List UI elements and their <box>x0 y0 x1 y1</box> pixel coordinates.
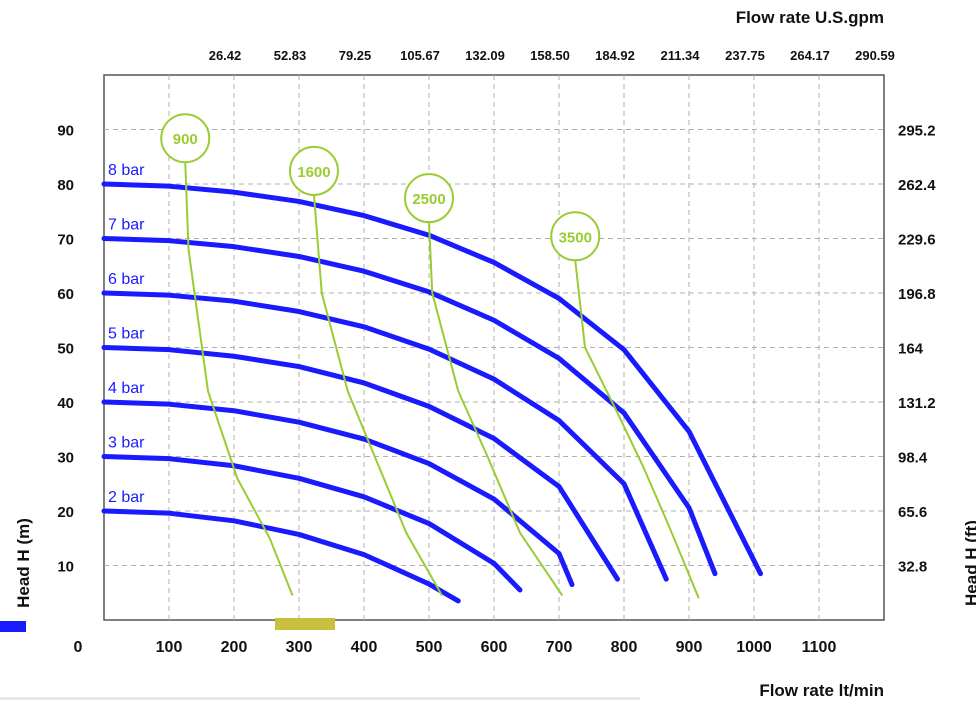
top-tick-label: 264.17 <box>790 48 830 63</box>
x-tick-label: 100 <box>156 639 183 656</box>
pressure-curves <box>101 181 763 604</box>
speed-curve-badge <box>404 173 454 224</box>
pressure-curve-7-bar <box>101 236 718 577</box>
y-tick-label: 70 <box>57 232 74 249</box>
top-tick-label: 79.25 <box>339 48 372 63</box>
x-tick-label: 500 <box>416 639 443 656</box>
speed-curve-badge <box>550 211 601 262</box>
y-tick-label: 40 <box>57 395 74 412</box>
speed-curve-badge <box>160 113 211 164</box>
pressure-curve-3-bar <box>101 454 523 593</box>
y-tick-label: 30 <box>57 450 74 467</box>
y-tick-label: 50 <box>57 341 74 358</box>
x-tick-label: 1000 <box>736 639 772 656</box>
pressure-curve-6-bar <box>101 290 669 582</box>
bottom-divider <box>0 697 640 700</box>
pressure-curve-label: 6 bar <box>108 271 145 288</box>
speed-curve-label: 1600 <box>297 164 330 181</box>
right-tick-label: 65.6 <box>898 504 927 521</box>
speed-curves <box>160 113 700 599</box>
pressure-curve-4-bar <box>101 399 575 588</box>
pressure-curve-label: 4 bar <box>108 380 145 397</box>
grid <box>104 75 884 620</box>
x-tick-label: 800 <box>611 639 638 656</box>
x-tick-label: 300 <box>286 639 313 656</box>
top-tick-label: 26.42 <box>209 48 242 63</box>
right-tick-label: 295.2 <box>898 123 936 140</box>
x-tick-label: 1100 <box>802 639 837 656</box>
right-tick-label: 262.4 <box>898 177 936 194</box>
pressure-curve-label: 3 bar <box>108 435 145 452</box>
pressure-curve-label: 2 bar <box>108 489 145 506</box>
top-tick-label: 105.67 <box>400 48 440 63</box>
origin-label: 0 <box>74 639 83 656</box>
speed-curve-1600 <box>312 194 443 596</box>
right-tick-label: 98.4 <box>898 450 928 467</box>
speed-curve-label: 3500 <box>559 229 592 246</box>
x-tick-label: 900 <box>676 639 703 656</box>
y-tick-label: 90 <box>57 123 74 140</box>
olive-swatch <box>275 618 335 630</box>
tick-labels: 100 200 300 400 500 600 700 800 900 1000 110026.42… <box>57 48 936 656</box>
y-tick-label: 60 <box>57 286 74 303</box>
y-tick-label: 10 <box>57 559 74 576</box>
pressure-curve-label: 7 bar <box>108 217 145 234</box>
speed-curve-2500 <box>428 222 564 597</box>
x-tick-label: 600 <box>481 639 508 656</box>
pressure-curve-label: 5 bar <box>108 326 145 343</box>
top-tick-label: 132.09 <box>465 48 505 63</box>
right-axis-title: Head H (ft) <box>962 520 976 606</box>
left-axis-title: Head H (m) <box>14 518 33 608</box>
speed-curve-badge <box>288 145 339 196</box>
speed-curve-3500 <box>574 260 700 599</box>
pressure-curve-label: 8 bar <box>108 162 145 179</box>
pressure-curve-2-bar <box>101 508 461 604</box>
x-tick-label: 200 <box>221 639 248 656</box>
speed-curve-label: 900 <box>173 131 198 148</box>
right-tick-label: 196.8 <box>898 286 936 303</box>
speed-curve-900 <box>184 162 294 596</box>
top-tick-label: 158.50 <box>530 48 570 63</box>
right-tick-label: 229.6 <box>898 232 936 249</box>
y-tick-label: 20 <box>57 504 74 521</box>
top-axis-title: Flow rate U.S.gpm <box>735 8 884 27</box>
x-tick-label: 400 <box>351 639 378 656</box>
top-tick-label: 237.75 <box>725 48 765 63</box>
x-tick-label: 700 <box>546 639 573 656</box>
bottom-axis-title: Flow rate lt/min <box>759 681 884 700</box>
top-tick-label: 290.59 <box>855 48 895 63</box>
top-tick-label: 211.34 <box>660 48 700 63</box>
blue-swatch <box>0 621 26 632</box>
top-tick-label: 52.83 <box>274 48 307 63</box>
top-tick-label: 184.92 <box>595 48 635 63</box>
pressure-curve-5-bar <box>101 345 620 582</box>
y-tick-label: 80 <box>57 177 74 194</box>
right-tick-label: 131.2 <box>898 395 936 412</box>
right-tick-label: 32.8 <box>898 559 927 576</box>
right-tick-label: 164 <box>898 341 924 358</box>
speed-curve-label: 2500 <box>412 191 445 208</box>
